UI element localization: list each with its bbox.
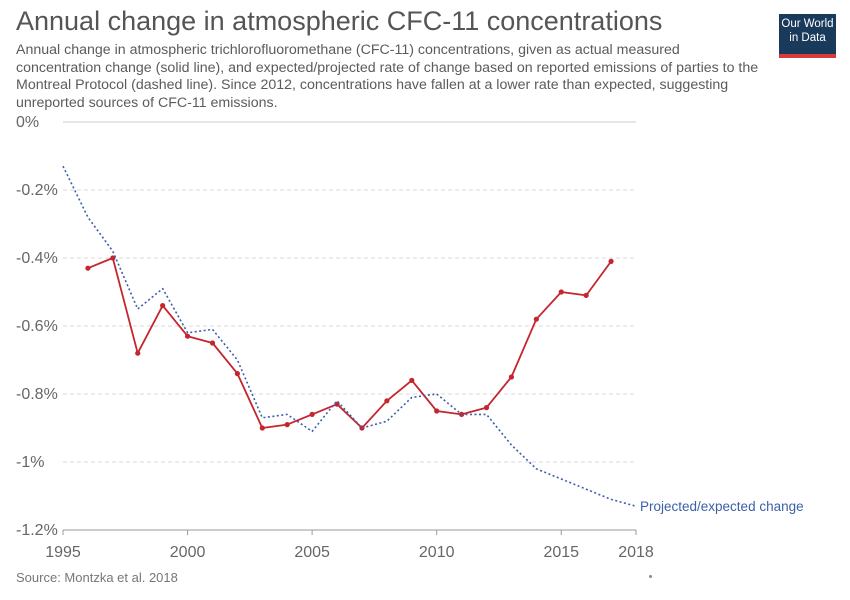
measured-data-point	[85, 265, 91, 271]
measured-data-point	[359, 425, 365, 431]
measured-data-point	[409, 377, 415, 383]
x-tick-label: 2010	[419, 544, 455, 561]
y-tick-label: -1%	[16, 454, 44, 471]
x-tick-label: 2000	[170, 544, 206, 561]
source-note: Source: Montzka et al. 2018	[16, 570, 178, 585]
projected-series-label: Projected/expected change	[640, 499, 804, 514]
x-tick-label: 2005	[294, 544, 330, 561]
measured-data-point	[583, 292, 589, 298]
y-tick-label: -1.2%	[16, 522, 58, 539]
measured-data-point	[608, 258, 614, 264]
measured-data-point	[284, 422, 290, 428]
projected-change-line	[62, 165, 637, 507]
logo-line-1: Our World	[781, 18, 834, 30]
chart-subtitle: Annual change in atmospheric trichlorofl…	[16, 42, 759, 111]
y-tick-label: -0.6%	[16, 318, 58, 335]
measured-data-point	[135, 350, 141, 356]
y-tick-label: -0.4%	[16, 250, 58, 267]
x-tick-label: 1995	[45, 544, 81, 561]
measured-data-point	[508, 374, 515, 380]
y-tick-label: -0.2%	[16, 182, 58, 199]
measured-data-point	[384, 398, 390, 404]
x-tick-label: 2015	[543, 544, 579, 561]
measured-data-point	[434, 408, 440, 414]
measured-data-point	[309, 411, 315, 417]
y-tick-label: -0.8%	[16, 386, 58, 403]
x-tick-label: 2018	[618, 544, 654, 561]
measured-data-point	[558, 289, 564, 295]
measured-data-point	[160, 303, 166, 309]
measured-data-point	[259, 425, 265, 431]
chart-title: Annual change in atmospheric CFC-11 conc…	[16, 6, 663, 36]
measured-data-point	[234, 371, 240, 377]
owid-logo[interactable]: Our World in Data	[779, 14, 836, 58]
y-tick-label: 0%	[16, 114, 39, 131]
measured-change-line	[87, 257, 612, 429]
footer-dot	[649, 575, 652, 578]
measured-data-point	[533, 316, 539, 322]
measured-data-point	[110, 255, 116, 261]
measured-data-point	[209, 340, 216, 346]
logo-line-2: in Data	[789, 32, 826, 44]
measured-data-point	[483, 405, 490, 411]
measured-data-point	[184, 333, 191, 339]
